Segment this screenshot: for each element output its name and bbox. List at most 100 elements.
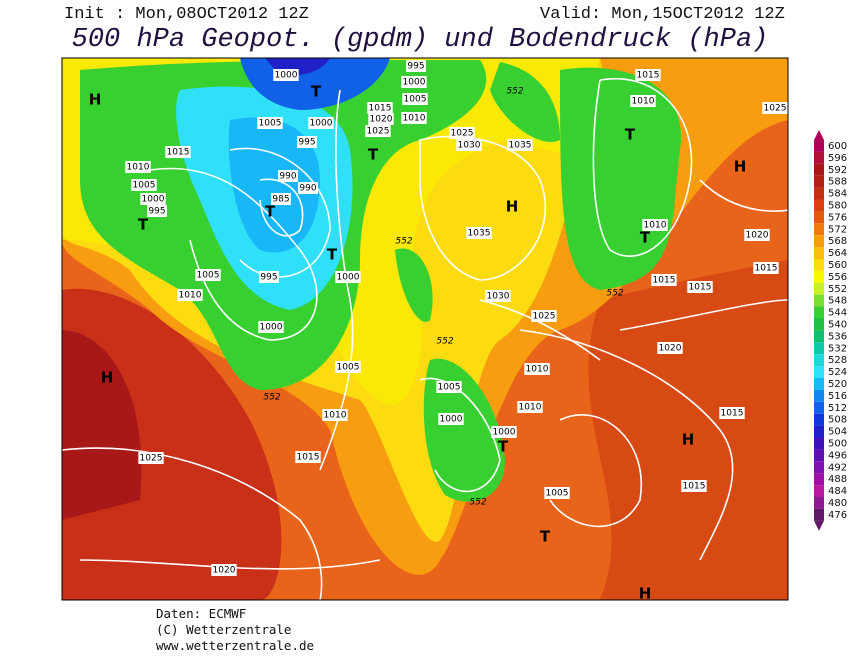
label-box (165, 146, 191, 158)
isobar-label: 1005 (133, 181, 156, 191)
isobar-label: 552 (263, 393, 280, 403)
colorbar-label: 508 (828, 415, 847, 426)
label-box (125, 161, 151, 173)
label-box (517, 401, 543, 413)
isobar-label: 552 (506, 87, 523, 97)
colorbar-swatch (814, 366, 824, 378)
isobar-label: 1035 (468, 229, 491, 239)
colorbar-swatch (814, 140, 824, 152)
isobar-label: 552 (395, 237, 412, 247)
colorbar-label: 584 (828, 189, 847, 200)
colorbar-swatch (814, 151, 824, 164)
colorbar-swatch (814, 270, 824, 283)
isobar-label: 1005 (404, 95, 427, 105)
isobar-label: 1000 (275, 71, 298, 81)
label-box (147, 205, 167, 217)
colorbar-swatch (814, 485, 824, 497)
colorbar-label: 596 (828, 153, 847, 164)
colorbar-label: 488 (828, 474, 847, 485)
colorbar-swatch (814, 354, 824, 367)
website: www.wetterzentrale.de (156, 638, 314, 653)
label-box (271, 193, 291, 205)
copyright: (C) Wetterzentrale (156, 622, 291, 637)
isobar-label: 1000 (337, 273, 360, 283)
isobar-label: 1025 (451, 129, 474, 139)
colorbar-swatch (814, 473, 824, 486)
label-box (140, 193, 166, 205)
colorbar-swatch (814, 259, 824, 271)
map (62, 58, 788, 600)
label-box (753, 262, 779, 274)
isobar-label: 1000 (440, 415, 463, 425)
label-box (491, 426, 517, 438)
colorbar-arrow-top (814, 130, 824, 140)
colorbar-label: 516 (828, 391, 847, 402)
colorbar-swatch (814, 449, 824, 462)
label-box (531, 310, 557, 322)
label-box (138, 452, 164, 464)
colorbar-swatch (814, 235, 824, 248)
pressure-center: T (311, 83, 322, 101)
label-box (308, 117, 334, 129)
chart-title: 500 hPa Geopot. (gpdm) und Bodendruck (h… (72, 25, 769, 55)
isobar-label: 1010 (127, 163, 150, 173)
valid-time: Valid: Mon,15OCT2012 12Z (540, 5, 785, 24)
isobar-label: 1015 (721, 409, 744, 419)
label-box (630, 95, 656, 107)
isobar-label: 1000 (260, 323, 283, 333)
isobar-label: 995 (260, 273, 277, 283)
colorbar-label: 548 (828, 296, 847, 307)
colorbar-label: 532 (828, 343, 847, 354)
colorbar-label: 480 (828, 498, 847, 509)
colorbar-swatch (814, 247, 824, 259)
label-box (402, 93, 428, 105)
pressure-center: H (639, 585, 652, 603)
isobar-label: 1025 (533, 312, 556, 322)
label-box (322, 409, 348, 421)
colorbar-swatch (814, 294, 824, 307)
isobar-label: 1010 (403, 114, 426, 124)
colorbar-label: 492 (828, 462, 847, 473)
isobar-label: 1000 (310, 119, 333, 129)
colorbar-swatch (814, 175, 824, 188)
isobar-label: 552 (469, 498, 486, 508)
colorbar-label: 524 (828, 367, 847, 378)
isobar-label: 1015 (683, 482, 706, 492)
pressure-center: T (625, 126, 636, 144)
colorbar-swatch (814, 282, 824, 295)
colorbar-label: 600 (828, 141, 847, 152)
label-box (278, 170, 298, 182)
label-box (365, 125, 391, 137)
isobar-label: 1010 (644, 221, 667, 231)
label-box (687, 281, 713, 293)
isobar-label: 995 (407, 62, 424, 72)
map-frame (61, 57, 789, 601)
label-box (436, 381, 462, 393)
colorbar-swatch (814, 342, 824, 355)
isobar-label: 990 (299, 184, 316, 194)
colorbar-swatch (814, 211, 824, 224)
isobar-label: 1005 (337, 363, 360, 373)
label-box (507, 139, 533, 151)
colorbar: 6005965925885845805765725685645605565525… (814, 130, 847, 531)
colorbar-label: 476 (828, 510, 847, 521)
label-box (544, 487, 570, 499)
pressure-center: T (327, 246, 338, 264)
pressure-center: T (640, 229, 651, 247)
isobar-label: 1015 (297, 453, 320, 463)
label-box (298, 182, 318, 194)
pressure-center: H (506, 198, 519, 216)
colorbar-label: 540 (828, 319, 847, 330)
pressure-center: T (540, 528, 551, 546)
isobar-label: 1005 (438, 383, 461, 393)
colorbar-label: 544 (828, 308, 847, 319)
colorbar-swatch (814, 389, 824, 402)
label-box (195, 269, 221, 281)
source: Daten: ECMWF (156, 606, 246, 621)
label-box (335, 271, 361, 283)
label-box (635, 69, 661, 81)
pressure-center: T (498, 438, 509, 456)
label-box (744, 229, 770, 241)
isobar-label: 985 (272, 195, 289, 205)
